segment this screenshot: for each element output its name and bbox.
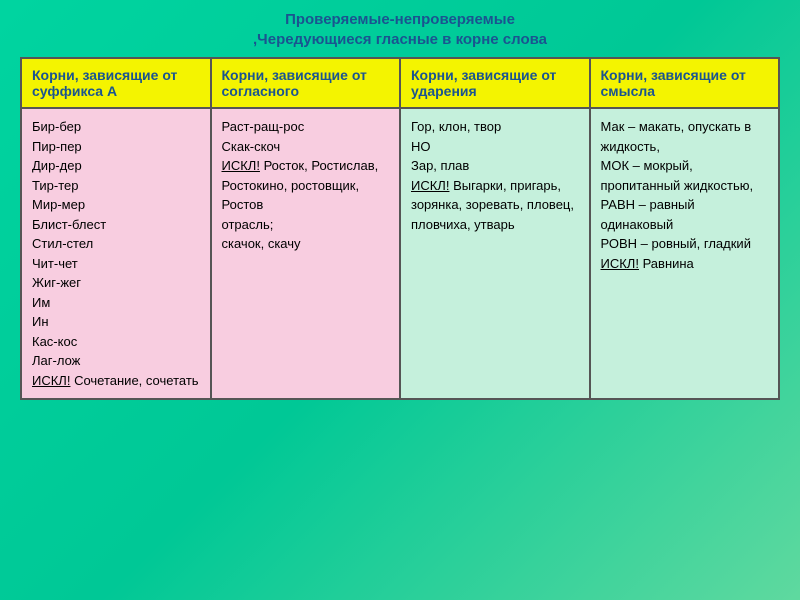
table-header-row: Корни, зависящие от суффикса А Корни, за…: [21, 58, 779, 108]
exception-col4: ИСКЛ! Равнина: [601, 254, 769, 274]
header-meaning: Корни, зависящие от смысла: [590, 58, 780, 108]
root-mak: Мак – макать, опускать в жидкость,: [601, 117, 769, 156]
root-no: НО: [411, 137, 579, 157]
exception-label: ИСКЛ!: [411, 178, 449, 193]
cell-stress: Гор, клон, твор НО Зар, плав ИСКЛ! Выгар…: [400, 108, 590, 399]
exception-label: ИСКЛ!: [601, 256, 639, 271]
vowel-roots-table: Корни, зависящие от суффикса А Корни, за…: [20, 57, 780, 400]
root-otrasl: отрасль;: [222, 215, 390, 235]
exception-col3: ИСКЛ! Выгарки, пригарь, зорянка, зореват…: [411, 176, 579, 235]
root-mir-mer: Мир-мер: [32, 195, 200, 215]
page-title: Проверяемые-непроверяемые ,Чередующиеся …: [20, 10, 780, 49]
root-ravn: РАВН – равный одинаковый: [601, 195, 769, 234]
root-rast-rash-ros: Раст-ращ-рос: [222, 117, 390, 137]
root-stil-stel: Стил-стел: [32, 234, 200, 254]
root-pir-per: Пир-пер: [32, 137, 200, 157]
root-im: Им: [32, 293, 200, 313]
root-lag-lozh: Лаг-лож: [32, 351, 200, 371]
root-in: Ин: [32, 312, 200, 332]
root-mok: МОК – мокрый, пропитанный жидкостью,: [601, 156, 769, 195]
root-bir-ber: Бир-бер: [32, 117, 200, 137]
root-blist-blest: Блист-блест: [32, 215, 200, 235]
root-skak-skoch: Скак-скоч: [222, 137, 390, 157]
header-stress: Корни, зависящие от ударения: [400, 58, 590, 108]
cell-consonant: Раст-ращ-рос Скак-скоч ИСКЛ! Росток, Рос…: [211, 108, 401, 399]
root-zar-plav: Зар, плав: [411, 156, 579, 176]
exception-col1: ИСКЛ! Сочетание, сочетать: [32, 371, 200, 391]
root-tir-ter: Тир-тер: [32, 176, 200, 196]
header-consonant: Корни, зависящие от согласного: [211, 58, 401, 108]
title-line-1: Проверяемые-непроверяемые: [285, 11, 515, 28]
cell-meaning: Мак – макать, опускать в жидкость, МОК –…: [590, 108, 780, 399]
title-line-2: ,Чередующиеся гласные в корне слова: [253, 31, 547, 48]
root-skachok: скачок, скачу: [222, 234, 390, 254]
cell-suffix-a: Бир-бер Пир-пер Дир-дер Тир-тер Мир-мер …: [21, 108, 211, 399]
header-suffix-a: Корни, зависящие от суффикса А: [21, 58, 211, 108]
root-chit-chet: Чит-чет: [32, 254, 200, 274]
exception-text: Сочетание, сочетать: [70, 373, 198, 388]
exception-col2: ИСКЛ! Росток, Ростислав, Ростокино, рост…: [222, 156, 390, 215]
root-kas-kos: Кас-кос: [32, 332, 200, 352]
exception-label: ИСКЛ!: [222, 158, 260, 173]
root-zhig-zheg: Жиг-жег: [32, 273, 200, 293]
exception-label: ИСКЛ!: [32, 373, 70, 388]
table-content-row: Бир-бер Пир-пер Дир-дер Тир-тер Мир-мер …: [21, 108, 779, 399]
exception-text: Равнина: [639, 256, 694, 271]
root-dir-der: Дир-дер: [32, 156, 200, 176]
root-gor-klon-tvor: Гор, клон, твор: [411, 117, 579, 137]
root-rovn: РОВН – ровный, гладкий: [601, 234, 769, 254]
